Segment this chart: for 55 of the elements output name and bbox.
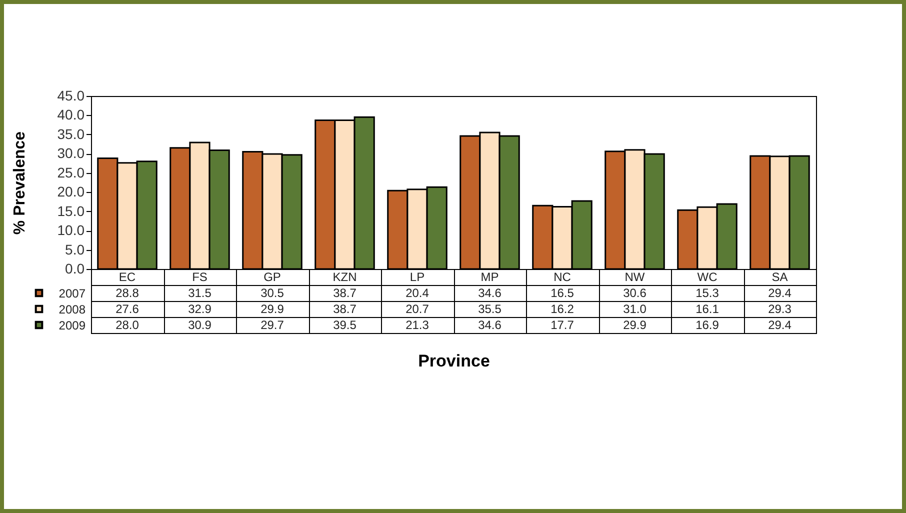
data-label: 29.4 xyxy=(768,318,792,332)
data-label: 39.5 xyxy=(333,318,357,332)
x-tick-label: FS xyxy=(192,270,208,284)
data-label: 35.5 xyxy=(478,302,502,316)
data-label: 38.7 xyxy=(333,302,357,316)
data-label: 34.6 xyxy=(478,286,502,300)
legend-label: 2007 xyxy=(58,286,86,300)
x-axis-title: Province xyxy=(418,352,490,370)
y-tick-label: 25.0 xyxy=(57,164,85,180)
y-tick-label: 35.0 xyxy=(57,126,85,142)
y-axis-title: % Prevalence xyxy=(11,131,28,235)
data-label: 29.9 xyxy=(623,318,647,332)
data-label: 16.5 xyxy=(550,286,574,300)
data-label: 30.6 xyxy=(623,286,647,300)
data-label: 16.9 xyxy=(696,318,720,332)
data-label: 20.4 xyxy=(406,286,430,300)
data-label: 30.5 xyxy=(260,286,284,300)
data-label: 21.3 xyxy=(406,318,430,332)
x-tick-label: GP xyxy=(264,270,281,284)
y-tick-label: 10.0 xyxy=(57,222,85,238)
data-label: 34.6 xyxy=(478,318,502,332)
data-label: 31.0 xyxy=(623,302,647,316)
x-tick-label: KZN xyxy=(332,270,357,284)
x-tick-label: NW xyxy=(624,270,646,284)
x-tick-label: SA xyxy=(772,270,788,284)
x-tick-label: NC xyxy=(554,270,572,284)
y-tick-label: 20.0 xyxy=(57,184,85,200)
data-label: 28.0 xyxy=(116,318,140,332)
data-label: 29.9 xyxy=(260,302,284,316)
data-label: 27.6 xyxy=(116,302,140,316)
data-label: 20.7 xyxy=(406,302,430,316)
data-label: 29.7 xyxy=(260,318,284,332)
data-label: 28.8 xyxy=(116,286,140,300)
data-label: 15.3 xyxy=(696,286,720,300)
data-label: 38.7 xyxy=(333,286,357,300)
y-tick-label: 5.0 xyxy=(65,241,85,258)
data-label: 32.9 xyxy=(188,302,212,316)
data-label: 17.7 xyxy=(550,318,574,332)
data-label: 29.3 xyxy=(768,302,792,316)
y-tick-label: 40.0 xyxy=(57,106,85,123)
legend-label: 2008 xyxy=(58,302,86,316)
legend-label: 2009 xyxy=(58,318,86,332)
x-tick-label: EC xyxy=(118,270,136,284)
y-tick-label: 0.0 xyxy=(65,260,85,276)
y-tick-label: 15.0 xyxy=(57,202,85,219)
x-tick-label: MP xyxy=(480,270,499,284)
x-tick-label: WC xyxy=(697,270,718,284)
data-label: 16.1 xyxy=(696,302,720,316)
x-tick-label: LP xyxy=(410,270,425,284)
data-label: 30.9 xyxy=(188,318,212,332)
data-label: 29.4 xyxy=(768,286,792,300)
data-label: 16.2 xyxy=(550,302,574,316)
data-label: 31.5 xyxy=(188,286,212,300)
y-tick-label: 30.0 xyxy=(57,145,85,162)
y-tick-label: 45.0 xyxy=(57,88,85,104)
